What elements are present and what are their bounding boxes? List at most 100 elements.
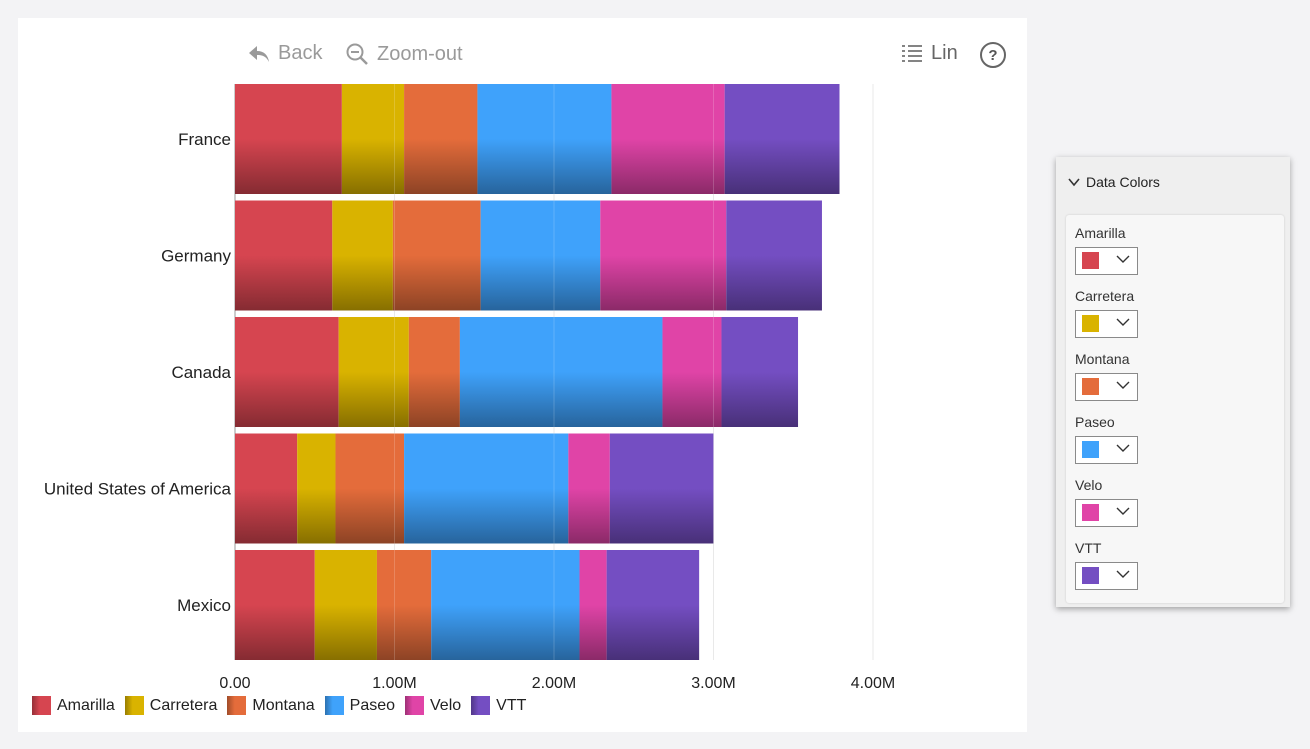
legend-swatch bbox=[471, 696, 491, 715]
bar-segment-vtt[interactable] bbox=[606, 550, 700, 660]
zoom-out-label: Zoom-out bbox=[377, 42, 463, 65]
color-row-montana: Montana bbox=[1075, 351, 1138, 401]
color-row-label: Paseo bbox=[1075, 414, 1115, 430]
bar-segment-velo[interactable] bbox=[662, 317, 722, 427]
color-picker-dropdown[interactable] bbox=[1075, 310, 1138, 338]
color-swatch bbox=[1082, 315, 1099, 332]
color-picker-dropdown[interactable] bbox=[1075, 247, 1138, 275]
back-button[interactable]: Back bbox=[248, 42, 322, 65]
color-swatch bbox=[1082, 378, 1099, 395]
color-row-label: Velo bbox=[1075, 477, 1103, 493]
legend-item-paseo[interactable]: Paseo bbox=[324, 696, 396, 715]
x-tick-label: 4.00M bbox=[851, 675, 895, 692]
bar-segment-montana[interactable] bbox=[376, 550, 432, 660]
category-label: Mexico bbox=[177, 596, 231, 615]
legend-item-velo[interactable]: Velo bbox=[405, 696, 461, 715]
bar-segment-paseo[interactable] bbox=[477, 84, 612, 194]
bar-segment-amarilla[interactable] bbox=[235, 317, 339, 427]
data-colors-header[interactable]: Data Colors bbox=[1056, 157, 1290, 207]
bar-segment-velo[interactable] bbox=[579, 550, 607, 660]
legend-item-vtt[interactable]: VTT bbox=[471, 696, 526, 715]
chevron-down-icon bbox=[1116, 507, 1130, 515]
bar-segment-paseo[interactable] bbox=[431, 550, 580, 660]
bars bbox=[235, 84, 874, 660]
bar-segment-carretera[interactable] bbox=[297, 433, 336, 544]
list-icon bbox=[902, 44, 922, 62]
x-tick-label: 3.00M bbox=[691, 675, 735, 692]
chevron-down-icon bbox=[1116, 381, 1130, 389]
color-row-label: Carretera bbox=[1075, 288, 1135, 304]
color-row-paseo: Paseo bbox=[1075, 414, 1138, 464]
bar-segment-paseo[interactable] bbox=[480, 200, 601, 311]
bar-segment-carretera[interactable] bbox=[314, 550, 377, 660]
chart-legend: Amarilla Carretera Montana Paseo Velo VTT bbox=[32, 696, 536, 715]
bar-segment-amarilla[interactable] bbox=[235, 433, 298, 544]
legend-swatch bbox=[227, 696, 247, 715]
color-picker-dropdown[interactable] bbox=[1075, 436, 1138, 464]
legend-item-amarilla[interactable]: Amarilla bbox=[32, 696, 115, 715]
legend-swatch bbox=[405, 696, 425, 715]
chevron-down-icon bbox=[1116, 255, 1130, 263]
color-picker-dropdown[interactable] bbox=[1075, 562, 1138, 590]
help-icon[interactable]: ? bbox=[980, 42, 1006, 68]
stacked-bar-chart: France Germany Canada United States of Amer… bbox=[44, 84, 895, 692]
bar-segment-carretera[interactable] bbox=[338, 317, 409, 427]
bar-segment-amarilla[interactable] bbox=[235, 550, 315, 660]
bar-segment-paseo[interactable] bbox=[459, 317, 663, 427]
category-label: Canada bbox=[171, 363, 231, 382]
bar-segment-velo[interactable] bbox=[600, 200, 727, 311]
help-glyph: ? bbox=[988, 46, 998, 64]
legend-label: Paseo bbox=[349, 696, 396, 714]
bar-segment-amarilla[interactable] bbox=[235, 200, 333, 311]
bar-segment-montana[interactable] bbox=[335, 433, 405, 544]
chart-card: France Germany Canada United States of Amer… bbox=[18, 18, 1027, 732]
color-row-velo: Velo bbox=[1075, 477, 1138, 527]
color-swatch bbox=[1082, 252, 1099, 269]
color-swatch bbox=[1082, 504, 1099, 521]
bar-segment-amarilla[interactable] bbox=[235, 84, 342, 194]
x-tick-label: 2.00M bbox=[532, 675, 576, 692]
category-label: United States of America bbox=[44, 480, 232, 499]
legend-label: Amarilla bbox=[57, 696, 115, 714]
bar-segment-paseo[interactable] bbox=[404, 433, 569, 544]
legend-item-montana[interactable]: Montana bbox=[227, 696, 315, 715]
category-label: Germany bbox=[161, 247, 231, 266]
bar-segment-montana[interactable] bbox=[408, 317, 460, 427]
bar-segment-montana[interactable] bbox=[404, 84, 478, 194]
back-arrow-icon bbox=[249, 45, 269, 62]
chevron-down-icon bbox=[1116, 570, 1130, 578]
back-label: Back bbox=[278, 42, 323, 64]
data-colors-panel: Data Colors Amarilla Carretera Montana Pase… bbox=[1056, 157, 1290, 607]
bar-segment-vtt[interactable] bbox=[726, 200, 822, 311]
color-picker-dropdown[interactable] bbox=[1075, 373, 1138, 401]
color-row-amarilla: Amarilla bbox=[1075, 225, 1138, 275]
bar-segment-carretera[interactable] bbox=[341, 84, 405, 194]
legend-swatch bbox=[324, 696, 344, 715]
scale-toggle-button[interactable]: Lin bbox=[901, 42, 958, 65]
legend-label: Velo bbox=[430, 696, 462, 714]
chevron-down-icon bbox=[1116, 444, 1130, 452]
bar-segment-velo[interactable] bbox=[611, 84, 725, 194]
bar-segment-velo[interactable] bbox=[568, 433, 610, 544]
bar-segment-vtt[interactable] bbox=[724, 84, 840, 194]
legend-label: VTT bbox=[496, 696, 527, 714]
legend-item-carretera[interactable]: Carretera bbox=[124, 696, 218, 715]
color-row-label: Amarilla bbox=[1075, 225, 1126, 241]
bar-segment-vtt[interactable] bbox=[721, 317, 799, 427]
category-labels: France Germany Canada United States of Amer… bbox=[44, 130, 232, 615]
data-colors-title: Data Colors bbox=[1086, 174, 1160, 190]
legend-label: Montana bbox=[252, 696, 315, 714]
zoom-out-button[interactable]: Zoom-out bbox=[345, 42, 463, 66]
bar-segment-vtt[interactable] bbox=[609, 433, 714, 544]
legend-label: Carretera bbox=[149, 696, 218, 714]
bar-segment-carretera[interactable] bbox=[332, 200, 393, 311]
color-row-label: Montana bbox=[1075, 351, 1130, 367]
color-swatch bbox=[1082, 567, 1099, 584]
data-colors-list: Amarilla Carretera Montana Paseo Velo VTT bbox=[1066, 215, 1284, 603]
bar-segment-montana[interactable] bbox=[392, 200, 481, 311]
color-row-label: VTT bbox=[1075, 540, 1102, 556]
color-picker-dropdown[interactable] bbox=[1075, 499, 1138, 527]
x-tick-label: 0.00 bbox=[219, 675, 250, 692]
legend-swatch bbox=[32, 696, 51, 715]
x-tick-label: 1.00M bbox=[372, 675, 416, 692]
